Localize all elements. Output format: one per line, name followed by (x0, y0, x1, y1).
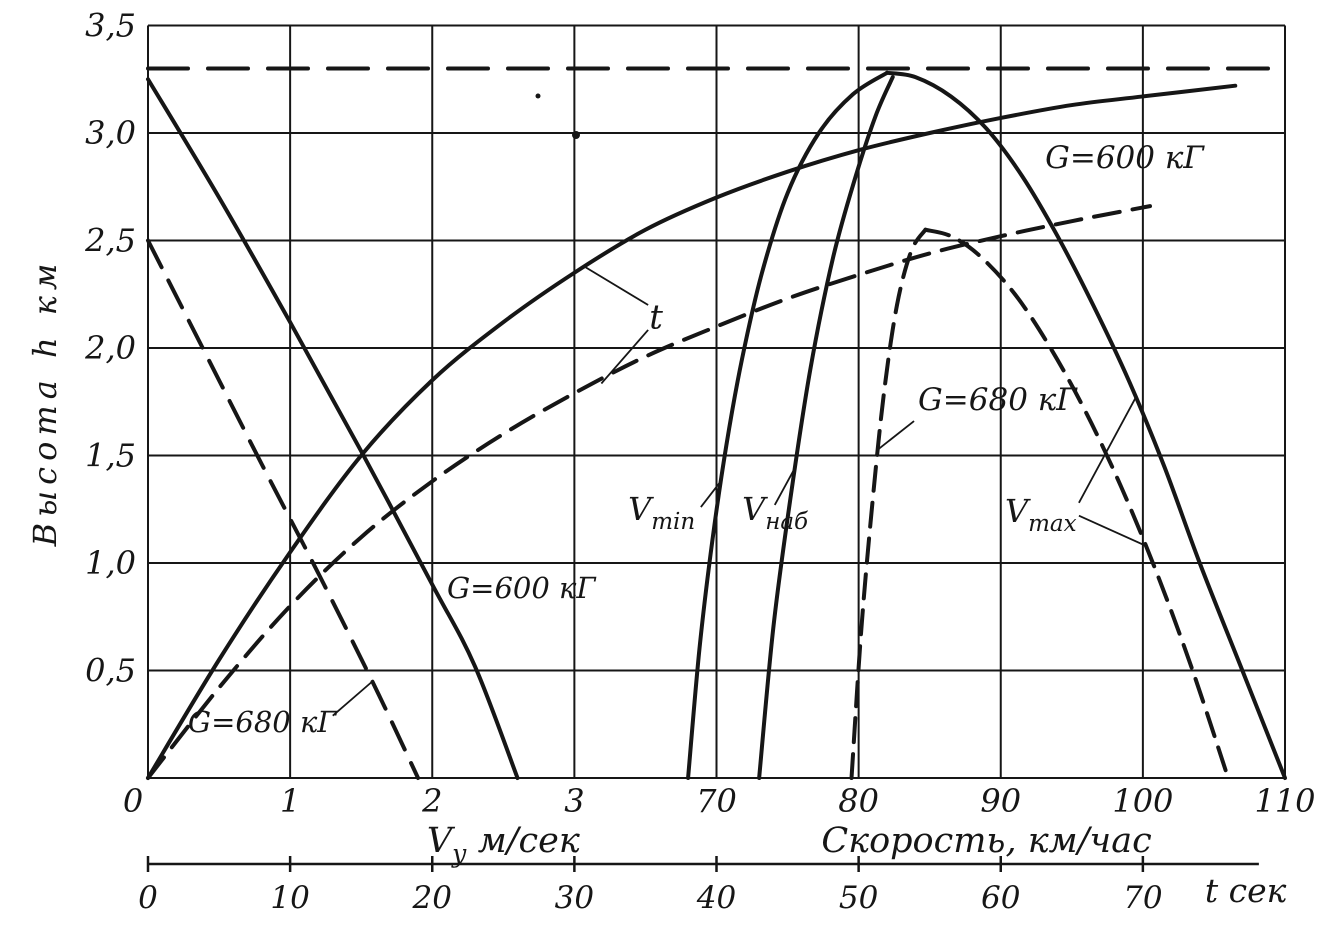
t-tick-0: 0 (138, 880, 158, 916)
vy-tick-2: 2 (421, 782, 442, 820)
vy-tick-0: 0 (123, 782, 143, 820)
climb-rate-g680-label-leader-0 (332, 680, 374, 717)
vy-axis-caption: Vу м/сек (427, 821, 580, 868)
v-max-label-leader-1 (1078, 514, 1147, 547)
t-tick-70: 70 (1123, 880, 1162, 916)
time-curves-label-leader-1 (600, 329, 649, 385)
t-tick-40: 40 (696, 880, 736, 916)
curve-v-min-g680 (849, 227, 928, 780)
time-curves-label: t (649, 298, 663, 338)
t-tick-50: 50 (839, 880, 878, 916)
y-tick-1,0: 1,0 (85, 544, 136, 582)
y-tick-2,0: 2,0 (84, 329, 136, 367)
envelope-g680-label: G=680 кГ (918, 382, 1078, 418)
curves (146, 66, 1287, 780)
envelope-g680-label-leader-0 (877, 420, 915, 450)
v-max-label-leader-0 (1078, 397, 1137, 504)
v-min-label-leader-0 (700, 480, 722, 508)
curve-v-max-g680 (923, 227, 1231, 780)
t-tick-20: 20 (412, 880, 452, 916)
speed-tick-110: 110 (1254, 782, 1315, 820)
y-tick-2,5: 2,5 (84, 222, 136, 260)
curve-v-min-g600 (686, 70, 890, 780)
v-nab-label: Vнаб (742, 490, 809, 535)
curve-v-max-g600 (885, 70, 1287, 780)
y-tick-3,5: 3,5 (85, 7, 136, 45)
annotations: t G=600 кГ G=680 кГ Vmin Vнаб Vmax G=600 кГ G=6… (188, 93, 1205, 739)
envelope-g600-label: G=600 кГ (1045, 140, 1205, 176)
axes: 3,5 3,0 2,5 2,0 1,5 1,0 0,5 0 1 2 3Vу м/сек 70 80 90 1… (26, 7, 1316, 917)
scan-speck-1 (535, 93, 541, 99)
curve-climb-time-g600 (146, 83, 1238, 780)
v-max-label: Vmax (1005, 492, 1077, 537)
v-nab-label-leader-0 (773, 467, 796, 506)
t-tick-30: 30 (555, 880, 594, 916)
speed-tick-70: 70 (696, 782, 737, 820)
curve-climb-time-g680 (146, 204, 1152, 780)
vy-tick-1: 1 (280, 782, 300, 820)
speed-tick-100: 100 (1112, 782, 1173, 820)
t-tick-60: 60 (981, 880, 1020, 916)
y-tick-1,5: 1,5 (85, 437, 136, 475)
curve-climb-rate-g600 (146, 77, 520, 780)
speed-tick-80: 80 (838, 782, 879, 820)
grid (147, 24, 1286, 779)
speed-axis-caption: Скорость, км/час (821, 821, 1151, 861)
y-axis-title: Высота h км (26, 258, 64, 548)
y-tick-0,5: 0,5 (85, 652, 136, 690)
vy-tick-3: 3 (564, 782, 584, 820)
climb-rate-g680-label: G=680 кГ (188, 705, 338, 739)
t-tick-10: 10 (270, 880, 309, 916)
y-tick-3,0: 3,0 (85, 114, 136, 152)
climb-rate-g600-label: G=600 кГ (447, 571, 597, 605)
speed-tick-90: 90 (980, 782, 1021, 820)
v-min-label: Vmin (628, 490, 695, 535)
curve-v-nab-g600 (757, 75, 895, 780)
time-curves-label-leader-0 (585, 266, 649, 306)
scan-speck-2 (572, 131, 580, 139)
curve-climb-rate-g680 (146, 238, 421, 780)
t-axis-caption: t сек (1205, 871, 1287, 910)
